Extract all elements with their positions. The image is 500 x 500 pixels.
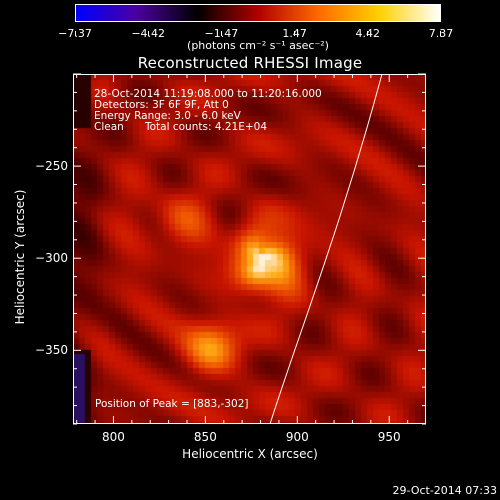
colorbar-tick-label: 7.37: [428, 27, 454, 40]
total-counts-text: Total counts: 4.21E+04: [145, 121, 268, 133]
y-tick-label: −250: [35, 159, 68, 174]
footer-date: 29-Oct-2014 07:33: [392, 484, 497, 497]
x-axis-title: Heliocentric X (arcsec): [182, 447, 318, 461]
colorbar-units: (photons cm⁻² s⁻¹ asec⁻²): [187, 39, 329, 52]
y-tick-label: −300: [35, 251, 68, 266]
x-tick-label: 800: [101, 430, 125, 444]
x-tick-label: 900: [285, 430, 309, 444]
peak-position-text: Position of Peak = [883,-302]: [95, 398, 249, 410]
colorbar: [75, 4, 441, 22]
time-range-text: 28-Oct-2014 11:19:08.000 to 11:20:16.000: [94, 88, 322, 100]
energy-range-text: Energy Range: 3.0 - 6.0 keV: [94, 110, 241, 122]
colorbar-tick-label: −7.37: [58, 27, 92, 40]
clean-label: Clean: [94, 121, 124, 133]
plot-title: Reconstructed RHESSI Image: [137, 54, 363, 72]
colorbar-ticks: [75, 22, 441, 36]
colorbar-tick-label: 1.47: [282, 27, 307, 40]
detectors-text: Detectors: 3F 6F 9F, Att 0: [94, 99, 229, 111]
colorbar-tick-label: −4.42: [131, 27, 166, 40]
colorbar-tick-label: −1.47: [204, 27, 239, 40]
x-tick-label: 950: [377, 430, 401, 444]
y-axis-title: Heliocentric Y (arcsec): [13, 189, 27, 325]
colorbar-tick-label: 4.42: [355, 27, 381, 40]
y-tick-label: −350: [35, 343, 68, 358]
x-tick-label: 850: [193, 430, 217, 444]
